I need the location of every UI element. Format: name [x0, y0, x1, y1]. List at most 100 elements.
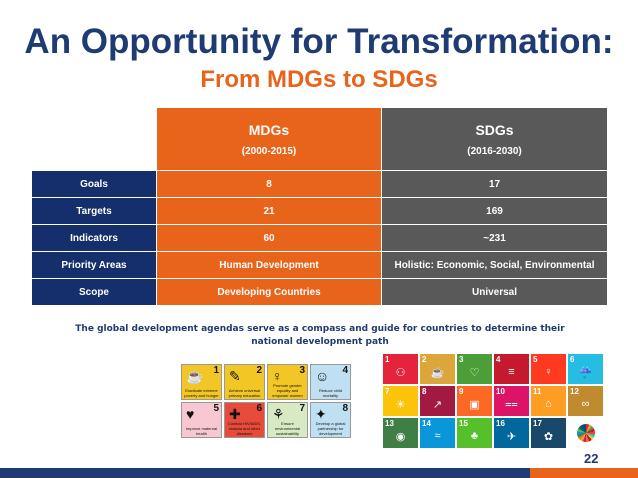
mdg-header-cell: MDGs (2000-2015) — [156, 107, 382, 171]
mother-icon: ♥ — [186, 406, 195, 422]
mdg-goal-tile: ♥ 5 Improve maternal health — [181, 402, 222, 438]
goal-number: 17 — [533, 419, 542, 428]
row-label: Scope — [31, 278, 157, 306]
equal-icon: ⩵ — [505, 398, 518, 410]
sdg-value: Holistic: Economic, Social, Environmenta… — [381, 251, 608, 279]
mdg-value: 21 — [156, 197, 382, 225]
child-icon: ☺ — [315, 368, 330, 384]
goal-number: 6 — [256, 403, 262, 414]
bowl-icon: ☕ — [430, 367, 445, 379]
mdg-goal-tile: ✦ 8 Develop a global partnership for devel… — [310, 402, 351, 438]
sdg-goal-tile: 4 ≡ — [494, 354, 529, 384]
sdg-goal-tile: 11 ⌂ — [531, 386, 566, 416]
fish-icon: ≈ — [434, 430, 441, 442]
table-corner — [31, 107, 157, 171]
goal-number: 2 — [422, 355, 427, 364]
mdg-value: 60 — [156, 224, 382, 252]
buildings-icon: ⌂ — [545, 398, 552, 410]
row-label: Indicators — [31, 224, 157, 252]
sdg-value: 169 — [381, 197, 608, 225]
sdg-wheel-logo — [568, 418, 603, 448]
pencil-icon: ✎ — [229, 368, 241, 384]
row-label: Priority Areas — [31, 251, 157, 279]
sdg-value: Universal — [381, 278, 608, 306]
gender-icon: ♀ — [272, 368, 283, 384]
goal-number: 2 — [256, 365, 262, 376]
goal-number: 9 — [459, 387, 464, 396]
mdg-goal-tile: ☕ 1 Eradicate extreme poverty and hunger — [181, 364, 222, 400]
sdg-goal-tile: 2 ☕ — [420, 354, 455, 384]
mdg-icon-grid: ☕ 1 Eradicate extreme poverty and hunger ✎ 2… — [181, 364, 353, 440]
goal-number: 5 — [213, 403, 219, 414]
partnership-icon: ✦ — [315, 406, 327, 422]
table-row: Indicators 60 ~231 — [31, 224, 608, 252]
goal-number: 4 — [342, 365, 348, 376]
goal-number: 7 — [299, 403, 305, 414]
medical-icon: ✚ — [229, 406, 241, 422]
comparison-table: MDGs (2000-2015) SDGs (2016-2030) Goals … — [31, 107, 608, 306]
dove-icon: ✈ — [506, 431, 517, 443]
footer-bar-orange — [530, 468, 638, 478]
mdg-value: 8 — [156, 170, 382, 198]
sdg-goal-tile: 5 ♀ — [531, 354, 566, 384]
cubes-icon: ▣ — [469, 399, 480, 411]
goal-number: 10 — [496, 387, 505, 396]
bowl-icon: ☕ — [186, 368, 204, 384]
goal-number: 1 — [213, 365, 219, 376]
goal-number: 8 — [422, 387, 427, 396]
plant-icon: ⚘ — [272, 406, 285, 422]
goal-label: Improve maternal health — [185, 426, 218, 436]
mdg-goal-tile: ☺ 4 Reduce child mortality — [310, 364, 351, 400]
sdg-years: (2016-2030) — [467, 145, 522, 157]
mdg-goal-tile: ♀ 3 Promote gender equality and empower wo… — [267, 364, 308, 400]
partnership-ring-icon: ✿ — [543, 431, 554, 443]
book-icon: ≡ — [508, 366, 515, 378]
sdg-goal-tile: 7 ☀ — [383, 386, 418, 416]
sdg-value: ~231 — [381, 224, 608, 252]
goal-number: 12 — [570, 387, 579, 396]
water-icon: ☔ — [578, 367, 593, 379]
sun-icon: ☀ — [395, 399, 406, 411]
sdg-header: SDGs — [475, 121, 514, 138]
sdg-goal-tile: 15 ♣ — [457, 418, 492, 448]
mdg-header: MDGs — [248, 121, 290, 138]
tree-icon: ♣ — [470, 430, 479, 442]
goal-number: 4 — [496, 355, 501, 364]
goal-number: 14 — [422, 419, 431, 428]
mdg-value: Developing Countries — [156, 278, 382, 306]
goal-number: 5 — [533, 355, 538, 364]
goal-number: 1 — [385, 355, 390, 364]
goal-number: 8 — [342, 403, 348, 414]
goal-label: Combat HIV/AIDS, malaria and other disea… — [227, 421, 262, 436]
goal-number: 16 — [496, 419, 505, 428]
sdg-goal-tile: 6 ☔ — [568, 354, 603, 384]
mdg-goal-tile: ✎ 2 Achieve universal primary education — [224, 364, 265, 400]
goal-label: Promote gender equality and empower wome… — [272, 383, 303, 398]
goal-number: 3 — [299, 365, 305, 376]
sdg-goal-tile: 10 ⩵ — [494, 386, 529, 416]
heartbeat-icon: ♡ — [469, 367, 480, 379]
eye-globe-icon: ◉ — [395, 431, 406, 443]
mdg-years: (2000-2015) — [241, 145, 297, 157]
sdg-goal-tile: 16 ✈ — [494, 418, 529, 448]
goal-number: 3 — [459, 355, 464, 364]
sdg-value: 17 — [381, 170, 608, 198]
caption-text: The global development agendas serve as … — [75, 324, 565, 347]
growth-chart-icon: ↗ — [432, 399, 443, 411]
gender-icon: ♀ — [544, 366, 553, 378]
goal-label: Develop a global partnership for develop… — [315, 421, 346, 436]
goal-number: 6 — [570, 355, 575, 364]
goal-number: 11 — [533, 387, 542, 396]
goal-number: 13 — [385, 419, 394, 428]
table-row: Targets 21 169 — [31, 197, 608, 225]
goal-number: 15 — [459, 419, 468, 428]
sdg-goal-tile: 13 ◉ — [383, 418, 418, 448]
sdg-goal-tile: 9 ▣ — [457, 386, 492, 416]
sdg-goal-tile: 12 ∞ — [568, 386, 603, 416]
family-icon: ⚇ — [395, 367, 406, 379]
table-header-row: MDGs (2000-2015) SDGs (2016-2030) — [31, 107, 608, 171]
slide-title: An Opportunity for Transformation: — [24, 22, 614, 61]
infinity-icon: ∞ — [581, 398, 590, 410]
sdg-goal-tile: 3 ♡ — [457, 354, 492, 384]
table-row: Priority Areas Human Development Holisti… — [31, 251, 608, 279]
